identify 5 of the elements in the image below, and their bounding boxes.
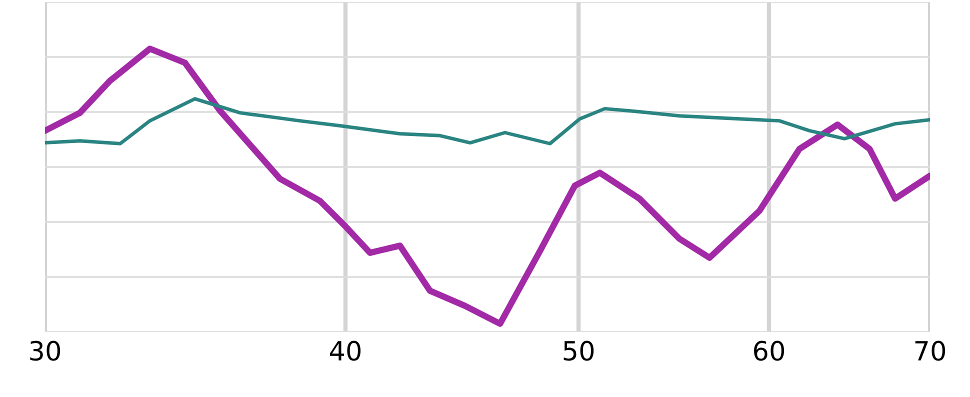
x-tick-label: 50 — [564, 340, 594, 361]
x-tick-label: 70 — [915, 340, 946, 361]
x-tick-label: 60 — [754, 340, 784, 361]
x-tick-label: 30 — [30, 340, 60, 361]
x-tick-label: 40 — [330, 340, 361, 361]
